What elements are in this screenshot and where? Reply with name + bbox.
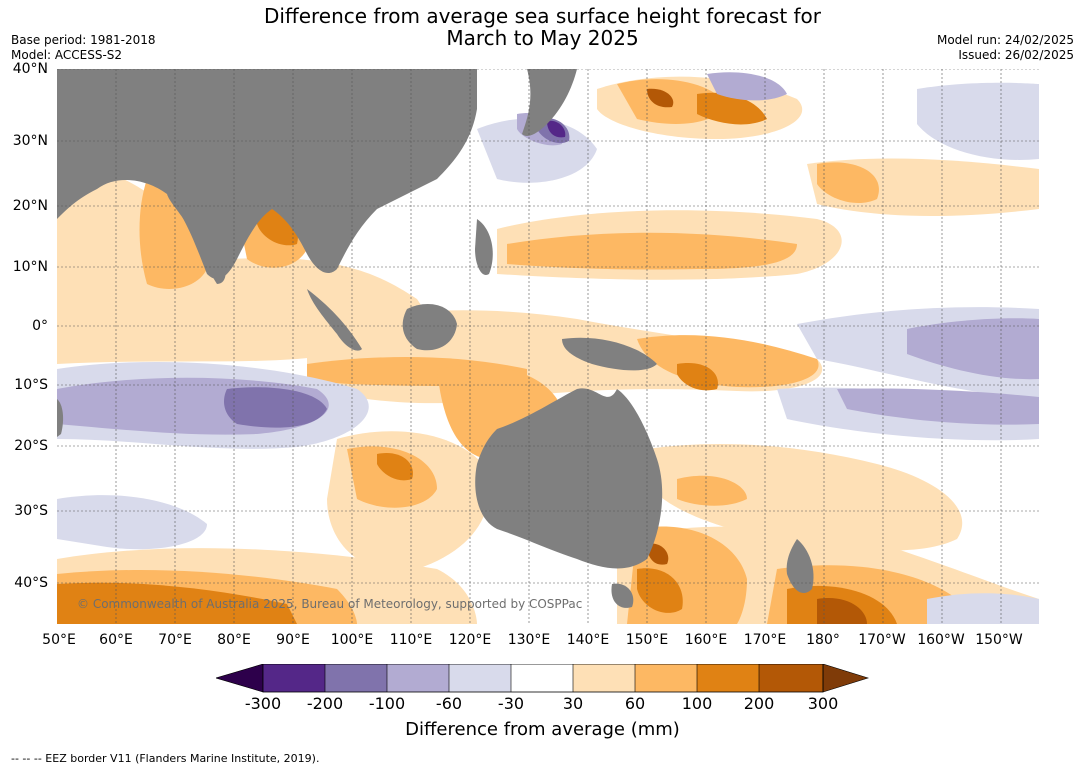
anomaly-pos-60 [139,179,207,289]
colorbar-tick: 200 [743,694,775,713]
lon-label: 160°W [917,632,965,648]
title-line-2: March to May 2025 [446,26,639,50]
anomaly-neg-100 [224,387,327,428]
land-png [562,337,657,371]
anomaly-neg-30 [927,593,1039,624]
land-india [167,194,226,284]
colorbar-swatch [697,664,759,692]
colorbar-swatch [573,664,635,692]
title-line-1: Difference from average sea surface heig… [263,4,822,28]
lon-label: 150°W [975,632,1023,648]
colorbar [216,664,870,693]
land-asia [57,69,477,279]
lon-label: 130°E [507,632,551,648]
colorbar-swatch [635,664,697,692]
anomaly-neg-60 [907,318,1039,380]
lon-label: 160°E [684,632,728,648]
lat-label: 10°N [12,259,48,275]
copyright-notice: © Commonwealth of Australia 2025, Bureau… [77,597,583,611]
anomaly-neg-60 [707,72,787,101]
lat-label: 40°N [12,61,48,77]
lon-label: 70°E [158,632,192,648]
lon-label: 50°E [42,632,76,648]
colorbar-tick: -300 [244,694,282,713]
graticule [57,69,1039,624]
lat-label: 30°N [12,133,48,149]
colorbar-swatch [449,664,511,692]
land-tasmania [611,583,634,608]
colorbar-tick: -60 [435,694,463,713]
land-borneo [402,304,457,351]
colorbar-tick: 100 [681,694,713,713]
anomaly-pos-30 [647,444,963,551]
lon-label: 80°E [217,632,251,648]
anomaly-pos-100 [697,92,767,125]
lon-label: 110°E [389,632,433,648]
land-japan [522,69,577,136]
anomaly-pos-200 [647,88,674,108]
lat-label: 0° [32,318,48,334]
colorbar-swatch [759,664,823,692]
land-madagascar [57,399,64,437]
land-philippines [475,219,493,275]
anomaly-pos-100 [637,568,683,613]
anomaly-pos-60 [677,475,747,506]
model-run: Model run: 24/02/2025 [936,33,1074,47]
lat-label: 40°S [14,575,48,591]
colorbar-swatch [263,664,325,692]
land-sumatra [307,289,362,351]
lat-label: 30°S [14,503,48,519]
colorbar-tick: -30 [497,694,525,713]
land-masses [57,69,814,608]
colorbar-tick: -100 [368,694,406,713]
anomaly-field [57,72,1039,624]
lon-label: 120°E [448,632,492,648]
model-info: Base period: 1981-2018 Model: ACCESS-S2 [11,33,156,63]
anomaly-pos-100 [677,363,718,391]
lon-label: 100°E [330,632,374,648]
anomaly-pos-60 [817,162,879,204]
land-new-zealand [786,539,814,594]
colorbar-tick: 60 [624,694,646,713]
anomaly-pos-200 [817,598,867,624]
anomaly-neg-30 [57,495,207,550]
lat-label: 20°S [14,438,48,454]
anomaly-pos-200 [647,543,669,565]
issued-date: Issued: 26/02/2025 [958,48,1074,62]
chart-title: Difference from average sea surface heig… [0,5,1085,49]
land-australia [475,388,663,569]
colorbar-swatch [511,664,573,692]
anomaly-neg-60 [837,388,1039,425]
lon-label: 140°E [566,632,610,648]
eez-footnote: -- -- -- EEZ border V11 (Flanders Marine… [11,752,320,765]
colorbar-swatch [325,664,387,692]
colorbar-extend-high [822,664,870,693]
model-name: Model: ACCESS-S2 [11,48,123,62]
anomaly-pos-60 [507,232,797,270]
run-info: Model run: 24/02/2025 Issued: 26/02/2025 [937,33,1074,63]
anomaly-neg-200 [547,120,566,138]
colorbar-tick: 300 [807,694,839,713]
colorbar-label: Difference from average (mm) [405,719,680,740]
lon-label: 150°E [625,632,669,648]
colorbar-tick: 30 [562,694,584,713]
lat-label: 10°S [14,377,48,393]
lon-label: 90°E [276,632,310,648]
colorbar-extend-low [216,664,264,693]
lon-label: 170°E [743,632,787,648]
lon-label: 60°E [99,632,133,648]
lon-label: 170°W [858,632,906,648]
lon-label: 180° [806,632,840,648]
colorbar-swatch [387,664,449,692]
anomaly-pos-100 [57,582,297,624]
lat-label: 20°N [12,198,48,214]
anomaly-pos-100 [377,453,413,481]
anomaly-neg-30 [917,82,1039,160]
base-period: Base period: 1981-2018 [11,33,156,47]
sea-surface-height-map [57,69,1039,624]
colorbar-tick: -200 [306,694,344,713]
